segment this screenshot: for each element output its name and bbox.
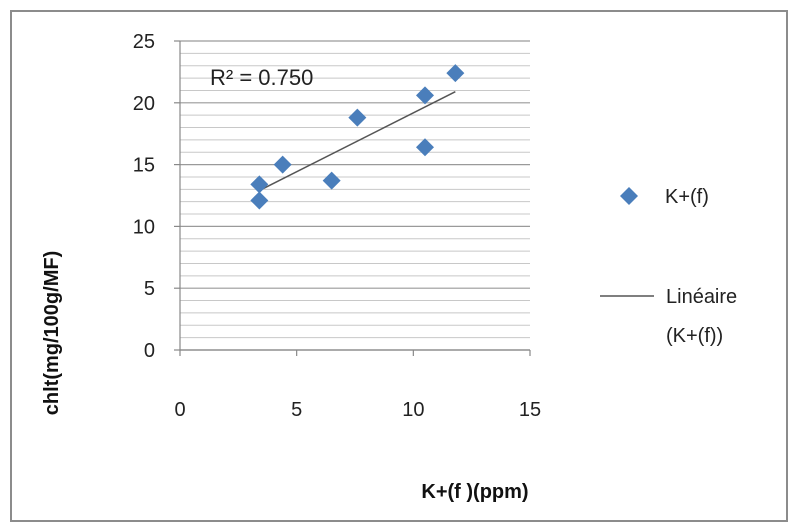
trendline-group [258, 91, 456, 192]
data-point [250, 175, 269, 194]
x-tick-label: 15 [519, 399, 541, 421]
legend-marker-k-f [620, 187, 638, 205]
legend: K+(f) Linéaire (K+(f)) [600, 186, 737, 347]
trendline [258, 91, 456, 192]
y-axis-title: chlt(mg/100g/MF) [41, 251, 63, 415]
data-point [273, 155, 292, 174]
data-point [250, 191, 269, 210]
axes [174, 40, 531, 356]
y-tick-label: 15 [133, 155, 155, 177]
y-tick-label: 25 [133, 31, 155, 53]
data-points [250, 64, 465, 210]
data-point [446, 64, 465, 83]
y-tick-labels: 0 5 10 15 20 25 [133, 31, 155, 362]
legend-label-trend-line2: (K+(f)) [666, 325, 723, 347]
x-axis-title: K+(f )(ppm) [421, 481, 528, 503]
y-tick-label: 20 [133, 93, 155, 115]
r-squared-annotation: R² = 0.750 [210, 65, 313, 90]
y-tick-label: 10 [133, 216, 155, 238]
data-point [348, 108, 367, 127]
x-tick-labels: 0 5 10 15 [174, 399, 541, 421]
data-point [322, 171, 341, 190]
x-tick-label: 5 [291, 399, 302, 421]
y-tick-label: 0 [144, 340, 155, 362]
data-point [416, 138, 434, 157]
legend-label-k-f: K+(f) [665, 186, 709, 208]
legend-label-trend-line1: Linéaire [666, 286, 737, 308]
chart-frame [10, 10, 788, 522]
x-tick-label: 0 [174, 399, 185, 421]
x-tick-label: 10 [402, 399, 424, 421]
data-point [416, 86, 434, 105]
y-tick-label: 5 [144, 278, 155, 300]
